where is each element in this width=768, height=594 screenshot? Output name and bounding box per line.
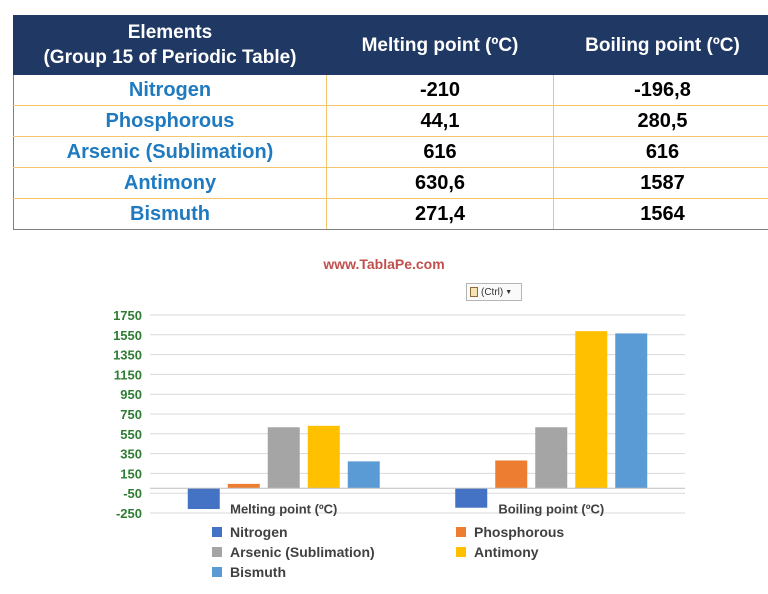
column-header-boiling: Boiling point (ºC) (553, 15, 768, 75)
column-header-elements: Elements (Group 15 of Periodic Table) (13, 15, 327, 75)
elements-table: Elements (Group 15 of Periodic Table) Me… (13, 15, 768, 230)
y-tick-label: -250 (116, 506, 142, 521)
boiling-point-cell: 280,5 (553, 105, 768, 137)
table-row: Phosphorous 44,1 280,5 (13, 105, 768, 137)
table-row: Nitrogen -210 -196,8 (13, 74, 768, 106)
column-header-melting: Melting point (ºC) (326, 15, 554, 75)
element-name-cell: Phosphorous (13, 105, 327, 137)
bar (615, 333, 648, 489)
table-header-row: Elements (Group 15 of Periodic Table) Me… (13, 15, 768, 75)
site-watermark: www.TablaPe.com (323, 256, 445, 272)
element-name-cell: Bismuth (13, 198, 327, 230)
y-tick-label: 1150 (114, 367, 142, 382)
y-tick-label: 350 (120, 447, 142, 462)
element-name-cell: Nitrogen (13, 74, 327, 106)
bar (267, 427, 300, 489)
y-tick-label: 1550 (113, 328, 142, 343)
x-category-label: Boiling point (ºC) (498, 501, 604, 516)
x-category-label: Melting point (ºC) (230, 501, 337, 516)
bar (347, 461, 380, 489)
y-tick-label: 1350 (113, 348, 142, 363)
table-row: Arsenic (Sublimation) 616 616 (13, 136, 768, 168)
clipboard-icon (470, 287, 478, 297)
y-tick-label: 950 (120, 387, 142, 402)
y-tick-label: 150 (120, 466, 142, 481)
bar (455, 488, 488, 508)
melting-point-cell: -210 (326, 74, 554, 106)
y-tick-label: -50 (123, 486, 142, 501)
paste-options-label: (Ctrl) (481, 286, 504, 298)
bar (227, 483, 260, 489)
bar (575, 331, 608, 489)
bar (187, 488, 220, 510)
y-tick-label: 750 (120, 407, 142, 422)
paste-options-button[interactable]: (Ctrl) ▼ (466, 283, 522, 301)
chevron-down-icon: ▼ (505, 288, 513, 296)
y-tick-label: 1750 (113, 308, 142, 323)
boiling-point-cell: 1564 (553, 198, 768, 230)
bar (535, 427, 568, 489)
table-row: Bismuth 271,4 1564 (13, 198, 768, 230)
bar (307, 425, 340, 489)
melting-point-cell: 271,4 (326, 198, 554, 230)
bar (495, 460, 528, 489)
y-tick-label: 550 (120, 427, 142, 442)
